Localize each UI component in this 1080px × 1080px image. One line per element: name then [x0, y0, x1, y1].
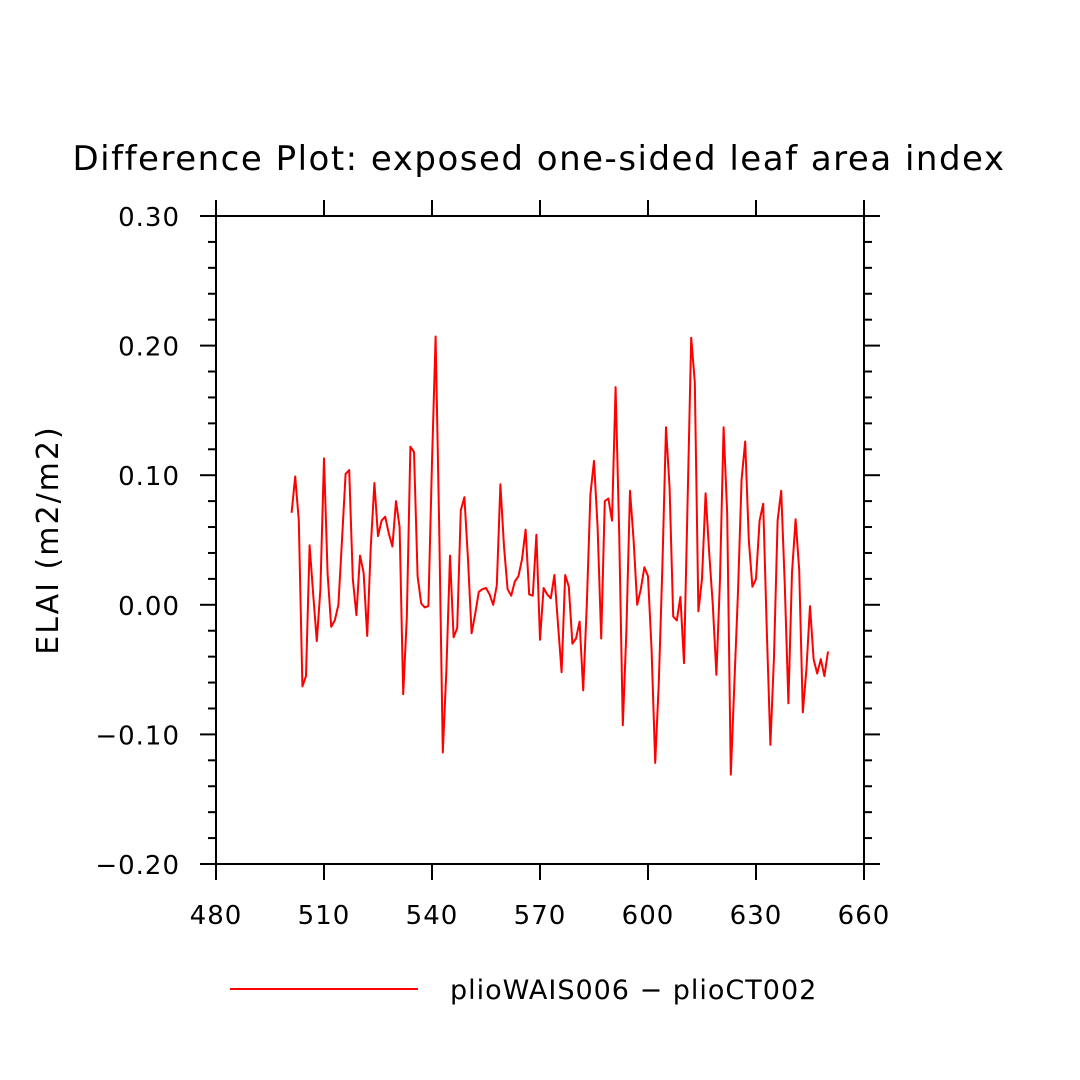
chart-title: Difference Plot: exposed one-sided leaf … — [72, 139, 1005, 179]
y-tick-label: 0.30 — [118, 203, 180, 233]
y-tick-label: 0.20 — [118, 333, 180, 363]
y-tick-label: 0.10 — [118, 462, 180, 492]
x-tick-label: 480 — [190, 901, 243, 931]
series-layer — [290, 335, 829, 776]
plot-border — [215, 215, 865, 865]
y-axis: −0.20 −0.10 0.00 0.10 0.20 0.30 — [95, 203, 880, 881]
x-tick-label: 660 — [838, 901, 891, 931]
x-tick-label: 540 — [406, 901, 459, 931]
x-tick-label: 600 — [622, 901, 675, 931]
plot-frame — [215, 215, 865, 865]
x-tick-label: 510 — [298, 901, 351, 931]
legend-label: plioWAIS006 − plioCT002 — [450, 975, 817, 1006]
y-axis-label: ELAI (m2/m2) — [31, 425, 66, 654]
series-line — [290, 335, 829, 776]
y-tick-label: −0.20 — [95, 851, 180, 881]
x-axis: 480 510 540 570 600 630 660 — [190, 200, 891, 931]
y-tick-label: 0.00 — [118, 592, 180, 622]
y-tick-label: −0.10 — [95, 721, 180, 751]
x-tick-label: 630 — [730, 901, 783, 931]
x-tick-label: 570 — [514, 901, 567, 931]
legend: plioWAIS006 − plioCT002 — [230, 975, 817, 1006]
